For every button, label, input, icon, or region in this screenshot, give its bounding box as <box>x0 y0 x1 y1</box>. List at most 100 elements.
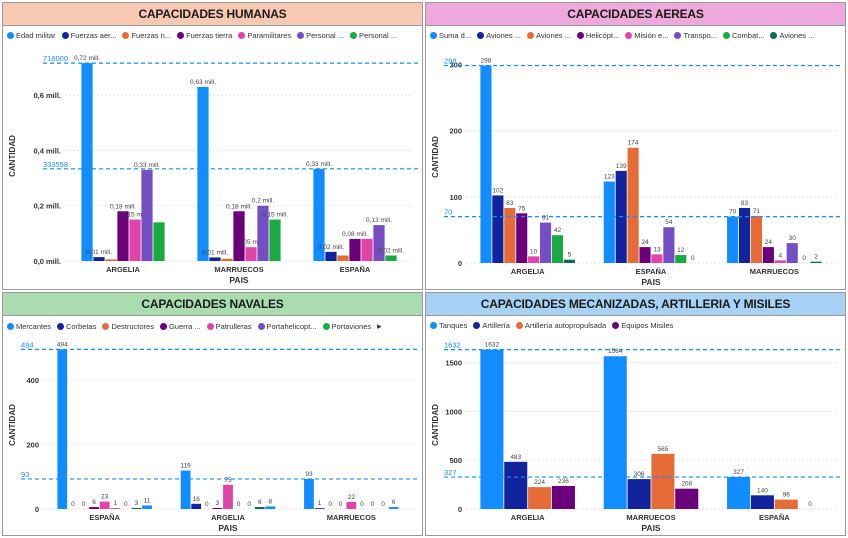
bar-españa-s3[interactable] <box>639 247 651 263</box>
bar-argelia-s4[interactable] <box>129 219 141 261</box>
bar-españa-s5[interactable] <box>110 508 121 509</box>
bar-argelia-s6[interactable] <box>153 222 165 261</box>
bar-españa-s2[interactable] <box>337 255 349 261</box>
chart-legend[interactable]: Edad militar Fuerzas aer... Fuerzas n... Fu… <box>7 31 418 45</box>
bar-argelia-s8[interactable] <box>265 506 276 509</box>
bar-españa-s3[interactable] <box>349 238 361 261</box>
bar-argelia-s3[interactable] <box>212 508 223 509</box>
chart-legend[interactable]: Tanques Artillería Artillería autopropulsa… <box>430 321 841 335</box>
bar-argelia-s4[interactable] <box>528 256 540 263</box>
bar-españa-s3[interactable] <box>89 507 99 509</box>
bar-marruecos-s1[interactable] <box>209 257 221 261</box>
legend-item-3[interactable]: Helicópt... <box>576 31 619 40</box>
legend-item-6[interactable]: Personal ... <box>350 31 397 40</box>
legend-item-5[interactable]: Personal ... <box>297 31 344 40</box>
legend-item-1[interactable]: Aviones ... <box>477 31 521 40</box>
bar-españa-s8[interactable] <box>142 505 152 509</box>
bar-marruecos-s4[interactable] <box>245 247 257 261</box>
bar-marruecos-s0[interactable] <box>304 478 314 509</box>
bar-marruecos-s1[interactable] <box>314 508 325 509</box>
bar-argelia-s1[interactable] <box>191 503 202 509</box>
bar-españa-s1[interactable] <box>750 495 774 509</box>
bar-argelia-s1[interactable] <box>492 195 504 263</box>
bar-españa-s4[interactable] <box>99 501 110 509</box>
legend-item-0[interactable]: Suma d... <box>430 31 471 40</box>
legend-item-6[interactable]: Combat... <box>722 31 764 40</box>
bar-marruecos-s2[interactable] <box>750 215 763 263</box>
bar-argelia-s1[interactable] <box>93 257 105 261</box>
bar-argelia-s2[interactable] <box>528 487 552 509</box>
bar-marruecos-s1[interactable] <box>627 479 651 509</box>
bar-españa-s6[interactable] <box>675 255 687 263</box>
bar-españa-s5[interactable] <box>663 227 675 263</box>
legend-item-0[interactable]: Tanques <box>430 321 467 330</box>
bar-marruecos-s8[interactable] <box>388 507 399 509</box>
legend-item-4[interactable]: Patrulleras <box>206 322 252 331</box>
bar-argelia-s0[interactable] <box>480 65 492 263</box>
bar-españa-s0[interactable] <box>603 181 615 263</box>
bar-argelia-s2[interactable] <box>504 208 516 263</box>
bar-marruecos-s0[interactable] <box>727 216 739 263</box>
legend-item-5[interactable]: Transpo... <box>674 31 717 40</box>
legend-item-6[interactable]: Portaviones <box>322 322 371 331</box>
bar-argelia-s5[interactable] <box>141 169 153 261</box>
legend-item-2[interactable]: Aviones ... <box>527 31 571 40</box>
bar-marruecos-s6[interactable] <box>269 219 281 261</box>
bar-argelia-s0[interactable] <box>81 63 93 261</box>
bar-argelia-s3[interactable] <box>516 213 528 263</box>
bar-argelia-s7[interactable] <box>563 259 575 263</box>
bar-argelia-s6[interactable] <box>551 235 564 263</box>
legend-item-2[interactable]: Destructores <box>102 322 154 331</box>
bar-españa-s7[interactable] <box>131 508 142 509</box>
bar-españa-s2[interactable] <box>627 147 639 263</box>
legend-item-1[interactable]: Artillería <box>473 321 510 330</box>
legend-item-1[interactable]: Corbetas <box>57 322 96 331</box>
bar-argelia-s2[interactable] <box>105 259 117 261</box>
bar-españa-s6[interactable] <box>385 255 397 261</box>
bar-españa-s5[interactable] <box>373 225 385 261</box>
chart-legend[interactable]: Suma d... Aviones ... Aviones ... Helicópt.… <box>430 31 841 45</box>
bar-argelia-s3[interactable] <box>117 211 129 261</box>
bar-marruecos-s2[interactable] <box>651 453 675 509</box>
bar-marruecos-s3[interactable] <box>675 488 699 509</box>
bar-marruecos-s4[interactable] <box>346 501 357 509</box>
bar-españa-s0[interactable] <box>57 349 68 509</box>
legend-item-4[interactable]: Misión e... <box>625 31 668 40</box>
legend-item-5[interactable]: Portahelicopt... <box>257 322 317 331</box>
bar-españa-s0[interactable] <box>313 168 325 261</box>
bar-españa-s2[interactable] <box>774 499 798 509</box>
legend-item-3[interactable]: Guerra ... <box>159 322 201 331</box>
bar-españa-s4[interactable] <box>361 238 373 261</box>
legend-item-3[interactable]: Fuerzas tierra <box>177 31 232 40</box>
legend-item-1[interactable]: Fuerzas aer... <box>61 31 116 40</box>
legend-item-3[interactable]: Equipos Misiles <box>612 321 673 330</box>
bar-marruecos-s4[interactable] <box>774 260 786 263</box>
bar-argelia-s1[interactable] <box>504 461 528 509</box>
bar-argelia-s0[interactable] <box>180 470 191 509</box>
bar-marruecos-s2[interactable] <box>221 258 233 261</box>
bar-marruecos-s0[interactable] <box>603 356 627 509</box>
bar-argelia-s3[interactable] <box>551 485 575 509</box>
bar-marruecos-s3[interactable] <box>762 247 774 263</box>
bar-argelia-s5[interactable] <box>539 222 552 263</box>
legend-item-2[interactable]: Artillería autopropulsada <box>515 321 606 330</box>
bar-españa-s0[interactable] <box>727 477 751 509</box>
bar-marruecos-s5[interactable] <box>786 243 798 263</box>
bar-marruecos-s7[interactable] <box>810 261 822 263</box>
legend-item-0[interactable]: Edad militar <box>7 31 56 40</box>
legend-item-2[interactable]: Fuerzas n... <box>122 31 171 40</box>
bar-argelia-s4[interactable] <box>223 484 233 509</box>
legend-next-arrow-icon[interactable]: ▸ <box>377 321 382 331</box>
legend-item-7[interactable]: Aviones ... <box>770 31 814 40</box>
bar-marruecos-s0[interactable] <box>197 86 209 261</box>
bar-argelia-s7[interactable] <box>254 507 265 509</box>
chart-legend[interactable]: Mercantes Corbetas Destructores Guerra ... P… <box>7 321 418 335</box>
legend-item-4[interactable]: Paramilitares <box>238 31 291 40</box>
legend-item-0[interactable]: Mercantes <box>7 322 51 331</box>
bar-españa-s4[interactable] <box>651 254 663 263</box>
bar-marruecos-s5[interactable] <box>257 205 269 261</box>
bar-marruecos-s3[interactable] <box>233 211 245 261</box>
bar-argelia-s0[interactable] <box>480 349 504 509</box>
bar-españa-s1[interactable] <box>325 251 337 261</box>
bar-marruecos-s1[interactable] <box>738 208 751 263</box>
